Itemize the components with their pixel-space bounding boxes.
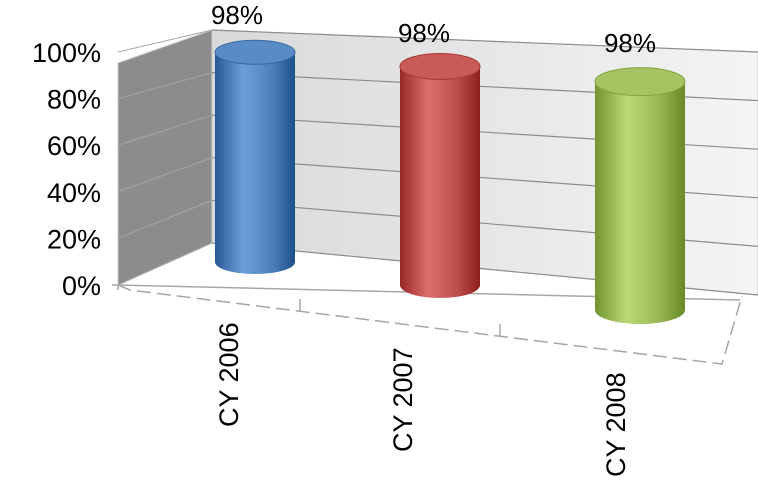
data-label: 98% — [604, 28, 656, 58]
bar-cy-2008 — [594, 67, 686, 324]
bar-body — [400, 66, 480, 299]
bars — [214, 39, 686, 324]
x-axis-tick-labels: CY 2006 CY 2007 CY 2008 — [214, 322, 631, 477]
gridline-100 — [211, 29, 758, 53]
data-label: 98% — [398, 18, 450, 48]
side-gridline-20 — [117, 199, 213, 239]
floor — [118, 243, 758, 364]
data-labels: 98% 98% 98% — [211, 0, 656, 58]
x-tick-label: CY 2006 — [214, 322, 244, 427]
y-tick-label: 0% — [62, 271, 101, 301]
bar-cy-2006 — [214, 39, 296, 274]
x-tick-label: CY 2007 — [388, 347, 418, 452]
data-label: 98% — [211, 0, 263, 30]
bar-top — [594, 67, 686, 97]
side-gridline-80 — [117, 72, 213, 100]
bar-top — [399, 52, 481, 80]
side-gridline-0 — [117, 242, 213, 286]
bar-body — [595, 81, 685, 324]
side-gridline-100 — [117, 29, 213, 53]
y-tick-label: 60% — [47, 131, 101, 161]
side-wall — [117, 29, 213, 286]
bar-cy-2007 — [399, 52, 481, 299]
floor-outline — [117, 284, 743, 365]
x-tick-label: CY 2008 — [601, 372, 631, 477]
bar-top — [214, 39, 296, 65]
side-gridline-60 — [117, 114, 213, 146]
y-tick-label: 80% — [47, 85, 101, 115]
y-tick-label: 20% — [47, 224, 101, 254]
y-axis-tick-labels: 0% 20% 40% 60% 80% 100% — [32, 38, 101, 301]
y-tick-label: 100% — [32, 38, 101, 68]
bar-body — [215, 52, 295, 274]
side-gridline-40 — [117, 157, 213, 193]
y-tick-label: 40% — [47, 178, 101, 208]
